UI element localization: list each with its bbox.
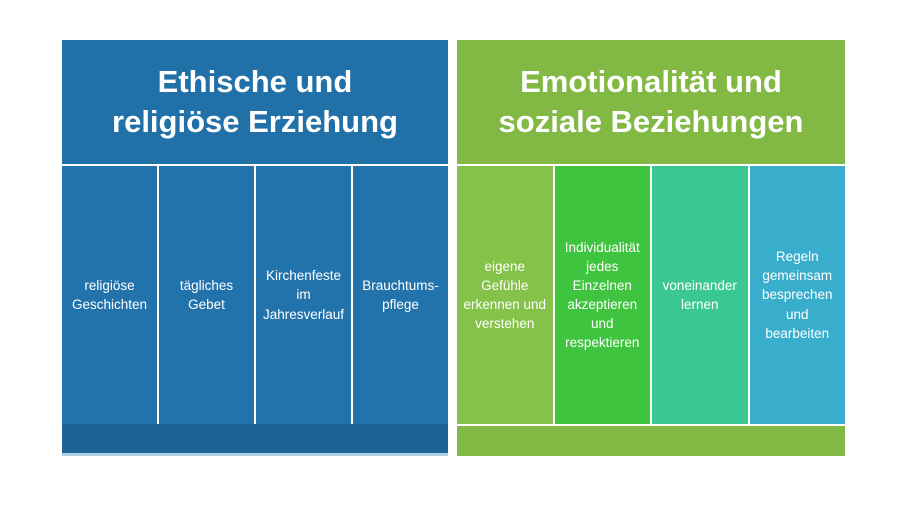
column-brauchtumspflege-label: Brauchtums- pflege	[362, 277, 439, 312]
column-regeln: Regeln gemeinsam besprechen und bearbeit…	[749, 166, 845, 424]
column-religioese-geschichten: religiöse Geschichten	[62, 166, 157, 424]
panel-emotion-footer-bar	[457, 426, 845, 456]
column-individualitaet: Individualität jedes Einzelnen akzeptier…	[554, 166, 650, 424]
panel-emotionalitaet: Emotionalität und soziale Beziehungen ei…	[457, 40, 845, 456]
panel-ethische-erziehung: Ethische und religiöse Erziehung religiö…	[62, 40, 448, 456]
column-voneinander-lernen: voneinander lernen	[652, 166, 748, 424]
panel-emotion-columns: eigene Gefühle erkennen und verstehen In…	[457, 166, 845, 424]
panel-ethik-title: Ethische und religiöse Erziehung	[112, 64, 398, 139]
column-regeln-label: Regeln gemeinsam besprechen und bearbeit…	[761, 249, 833, 341]
column-voneinander-lernen-label: voneinander lernen	[662, 277, 737, 312]
panel-ethik-columns: religiöse Geschichten tägliches Gebet Ki…	[62, 166, 448, 424]
column-kirchenfeste: Kirchenfeste im Jahresverlauf	[256, 166, 351, 424]
column-eigene-gefuehle: eigene Gefühle erkennen und verstehen	[457, 166, 553, 424]
panel-ethik-header: Ethische und religiöse Erziehung	[62, 40, 448, 164]
panel-emotion-title: Emotionalität und soziale Beziehungen	[498, 64, 804, 139]
column-eigene-gefuehle-label: eigene Gefühle erkennen und verstehen	[463, 258, 547, 332]
column-taegliches-gebet: tägliches Gebet	[159, 166, 254, 424]
column-kirchenfeste-label: Kirchenfeste im Jahresverlauf	[262, 268, 345, 322]
column-religioese-geschichten-label: religiöse Geschichten	[71, 277, 148, 312]
panel-emotion-header: Emotionalität und soziale Beziehungen	[457, 40, 845, 164]
column-brauchtumspflege: Brauchtums- pflege	[353, 166, 448, 424]
column-taegliches-gebet-label: tägliches Gebet	[179, 277, 234, 312]
panel-ethik-footer-bar	[62, 424, 448, 456]
column-individualitaet-label: Individualität jedes Einzelnen akzeptier…	[564, 239, 640, 351]
